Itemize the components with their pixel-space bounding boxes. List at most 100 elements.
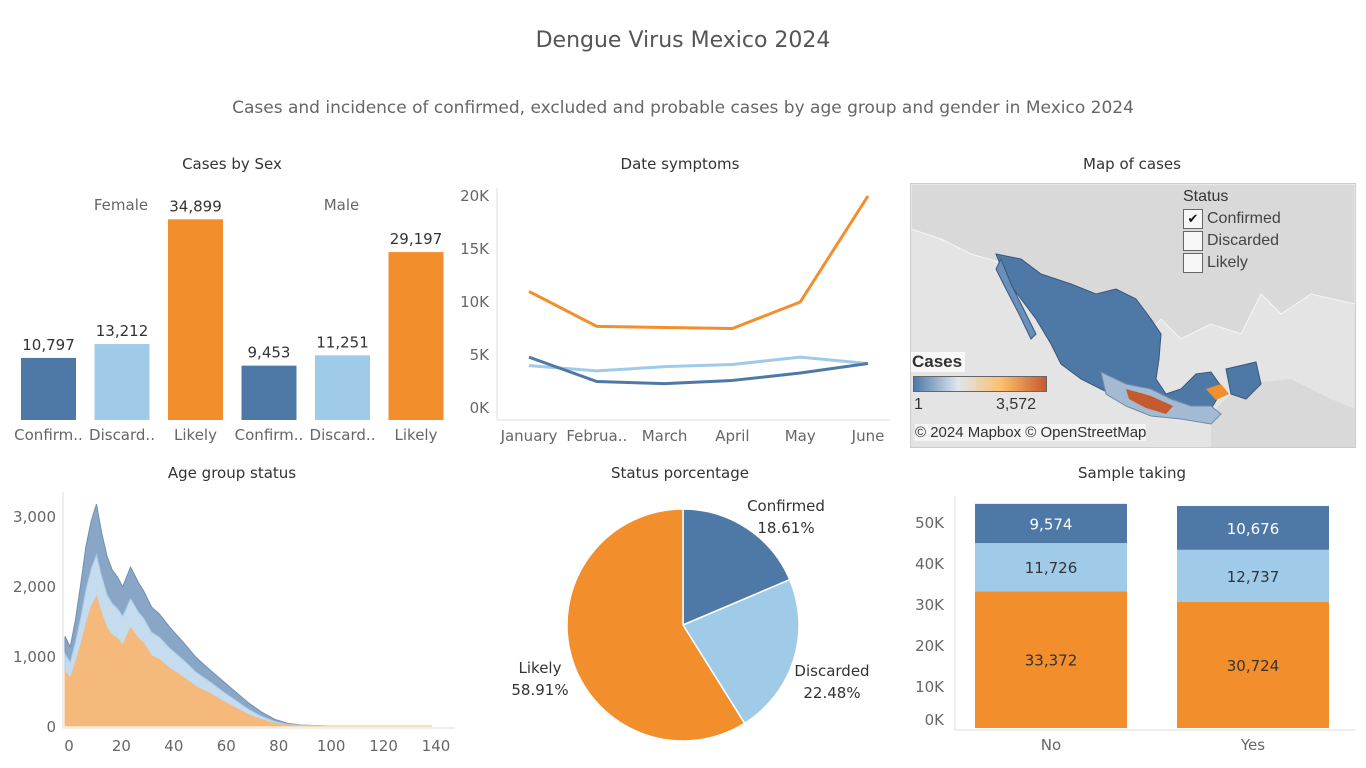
sample-taking-chart[interactable]: 0K 10K 20K 30K 40K 50K 33,372 11,726 9,574 No 30,7… bbox=[905, 488, 1360, 763]
pie-pct-confirmed: 18.61% bbox=[757, 519, 814, 537]
legend-item-likely[interactable]: Likely bbox=[1183, 252, 1281, 274]
x-tick-5: June bbox=[851, 427, 885, 445]
y-tick-10K: 10K bbox=[460, 293, 490, 311]
panel-title-age-group: Age group status bbox=[167, 464, 297, 482]
status-legend[interactable]: Status ✔ Confirmed Discarded Likely bbox=[1183, 188, 1281, 274]
line-series-discarded[interactable] bbox=[528, 355, 869, 373]
checkbox-likely[interactable] bbox=[1183, 253, 1203, 273]
legend-label-likely: Likely bbox=[1207, 254, 1248, 271]
pie-name-confirmed: Confirmed bbox=[747, 497, 825, 515]
pie-name-discarded: Discarded bbox=[794, 662, 869, 680]
bar-label-female-confirmed: 10,797 bbox=[22, 336, 75, 354]
category-label-male-likely: Likely bbox=[395, 426, 438, 444]
map-canvas[interactable] bbox=[911, 184, 1355, 447]
bar-female-likely[interactable] bbox=[168, 219, 223, 420]
legend-item-confirmed[interactable]: ✔ Confirmed bbox=[1183, 208, 1281, 230]
age-group-chart[interactable]: 0 1,000 2,000 3,000 0 20 40 60 80 100 120 140 bbox=[0, 488, 460, 763]
category-label-male-discarded: Discard.. bbox=[310, 426, 376, 444]
x-tick-1: Februa.. bbox=[566, 427, 627, 445]
line-series-likely[interactable] bbox=[528, 195, 870, 330]
y-tick-30K: 30K bbox=[915, 596, 945, 614]
stacked-bar-label-no-likely: 33,372 bbox=[1025, 652, 1078, 670]
bar-female-confirmed[interactable] bbox=[21, 357, 76, 420]
stacked-bar-label-yes-confirmed: 10,676 bbox=[1227, 520, 1280, 538]
stacked-bar-label-no-confirmed: 9,574 bbox=[1030, 515, 1073, 533]
stacked-bar-no-discarded[interactable] bbox=[975, 543, 1127, 592]
dashboard-subtitle: Cases and incidence of confirmed, exclud… bbox=[232, 98, 1134, 118]
mexico-states-confirmed[interactable] bbox=[995, 253, 1224, 415]
y-tick-50K: 50K bbox=[915, 514, 945, 532]
category-label-female-discarded: Discard.. bbox=[89, 426, 155, 444]
y-tick-40K: 40K bbox=[915, 555, 945, 573]
map-attribution[interactable]: © 2024 Mapbox © OpenStreetMap bbox=[915, 424, 1147, 441]
bar-male-discarded[interactable] bbox=[315, 355, 370, 420]
stacked-bar-no-likely[interactable] bbox=[975, 591, 1127, 728]
bar-label-male-likely: 29,197 bbox=[390, 230, 443, 248]
status-legend-title: Status bbox=[1183, 188, 1229, 205]
yucatan-peninsula[interactable] bbox=[1225, 361, 1262, 400]
pie-pct-discarded: 22.48% bbox=[803, 684, 860, 702]
map-panel[interactable]: Status ✔ Confirmed Discarded Likely Case… bbox=[910, 183, 1356, 448]
cases-by-sex-chart[interactable]: 10,797 Confirm.. 13,212 Discard.. 34,899 Like… bbox=[0, 180, 460, 450]
y-tick-5K: 5K bbox=[470, 346, 491, 364]
pie-slice-discarded[interactable] bbox=[681, 578, 800, 725]
y-tick-0K: 0K bbox=[925, 711, 946, 729]
pie-slice-likely[interactable] bbox=[566, 508, 746, 742]
x-tick-3: April bbox=[715, 427, 749, 445]
line-series-confirmed[interactable] bbox=[528, 355, 869, 386]
category-label-female-confirmed: Confirm.. bbox=[14, 426, 83, 444]
panel-title-map: Map of cases bbox=[1083, 155, 1181, 173]
group-label-female: Female bbox=[94, 196, 148, 214]
status-pie-chart[interactable]: Confirmed 18.61% Discarded 22.48% Likely 58.9… bbox=[460, 488, 910, 763]
tabasco-state[interactable] bbox=[1206, 384, 1229, 400]
bar-label-male-confirmed: 9,453 bbox=[248, 344, 291, 362]
stacked-bar-label-yes-likely: 30,724 bbox=[1227, 657, 1280, 675]
x-tick-0: January bbox=[500, 427, 558, 445]
cases-color-scale bbox=[913, 376, 1047, 392]
x-tick-0: 0 bbox=[64, 737, 74, 755]
x-tick-4: May bbox=[785, 427, 816, 445]
y-tick-0K: 0K bbox=[470, 399, 491, 417]
y-tick-2: 2,000 bbox=[13, 578, 56, 596]
cases-scale-title: Cases bbox=[911, 352, 966, 372]
y-tick-3: 3,000 bbox=[13, 508, 56, 526]
scale-max-label: 3,572 bbox=[996, 396, 1037, 413]
bar-label-female-likely: 34,899 bbox=[169, 197, 222, 215]
checkbox-discarded[interactable] bbox=[1183, 231, 1203, 251]
y-tick-20K: 20K bbox=[460, 187, 490, 205]
y-tick-0: 0 bbox=[46, 718, 56, 736]
y-tick-1: 1,000 bbox=[13, 648, 56, 666]
legend-item-discarded[interactable]: Discarded bbox=[1183, 230, 1281, 252]
stacked-bar-yes-confirmed[interactable] bbox=[1177, 506, 1329, 550]
y-tick-20K: 20K bbox=[915, 637, 945, 655]
stacked-bar-label-no-discarded: 11,726 bbox=[1025, 559, 1078, 577]
bar-female-discarded[interactable] bbox=[94, 344, 150, 420]
x-tick-60: 60 bbox=[217, 737, 236, 755]
stacked-bar-yes-likely[interactable] bbox=[1177, 602, 1329, 728]
mexico-states-southern[interactable] bbox=[1100, 371, 1222, 425]
stacked-bar-label-yes-discarded: 12,737 bbox=[1227, 568, 1280, 586]
x-tick-2: March bbox=[642, 427, 688, 445]
dashboard-title: Dengue Virus Mexico 2024 bbox=[535, 28, 831, 53]
stacked-bar-yes-discarded[interactable] bbox=[1177, 549, 1329, 603]
x-tick-yes: Yes bbox=[1240, 736, 1265, 754]
x-tick-40: 40 bbox=[164, 737, 183, 755]
x-tick-100: 100 bbox=[317, 737, 346, 755]
guerrero-state[interactable] bbox=[1126, 389, 1173, 414]
bar-male-confirmed[interactable] bbox=[241, 365, 297, 420]
panel-title-sample-taking: Sample taking bbox=[1078, 464, 1186, 482]
x-tick-140: 140 bbox=[422, 737, 451, 755]
date-symptoms-chart[interactable]: 0K 5K 10K 15K 20K January Februa.. March April Ma… bbox=[450, 180, 910, 450]
pie-name-likely: Likely bbox=[519, 659, 562, 677]
group-label-male: Male bbox=[324, 196, 360, 214]
legend-label-discarded: Discarded bbox=[1207, 232, 1280, 249]
area-series-likely[interactable] bbox=[64, 595, 432, 727]
pie-slice-confirmed[interactable] bbox=[682, 508, 791, 627]
baja-california[interactable] bbox=[995, 257, 1037, 340]
bar-label-female-discarded: 13,212 bbox=[96, 322, 149, 340]
category-label-female-likely: Likely bbox=[174, 426, 217, 444]
bar-male-likely[interactable] bbox=[388, 252, 444, 420]
stacked-bar-no-confirmed[interactable] bbox=[975, 503, 1127, 544]
category-label-male-confirmed: Confirm.. bbox=[235, 426, 304, 444]
checkbox-confirmed[interactable]: ✔ bbox=[1183, 209, 1203, 229]
